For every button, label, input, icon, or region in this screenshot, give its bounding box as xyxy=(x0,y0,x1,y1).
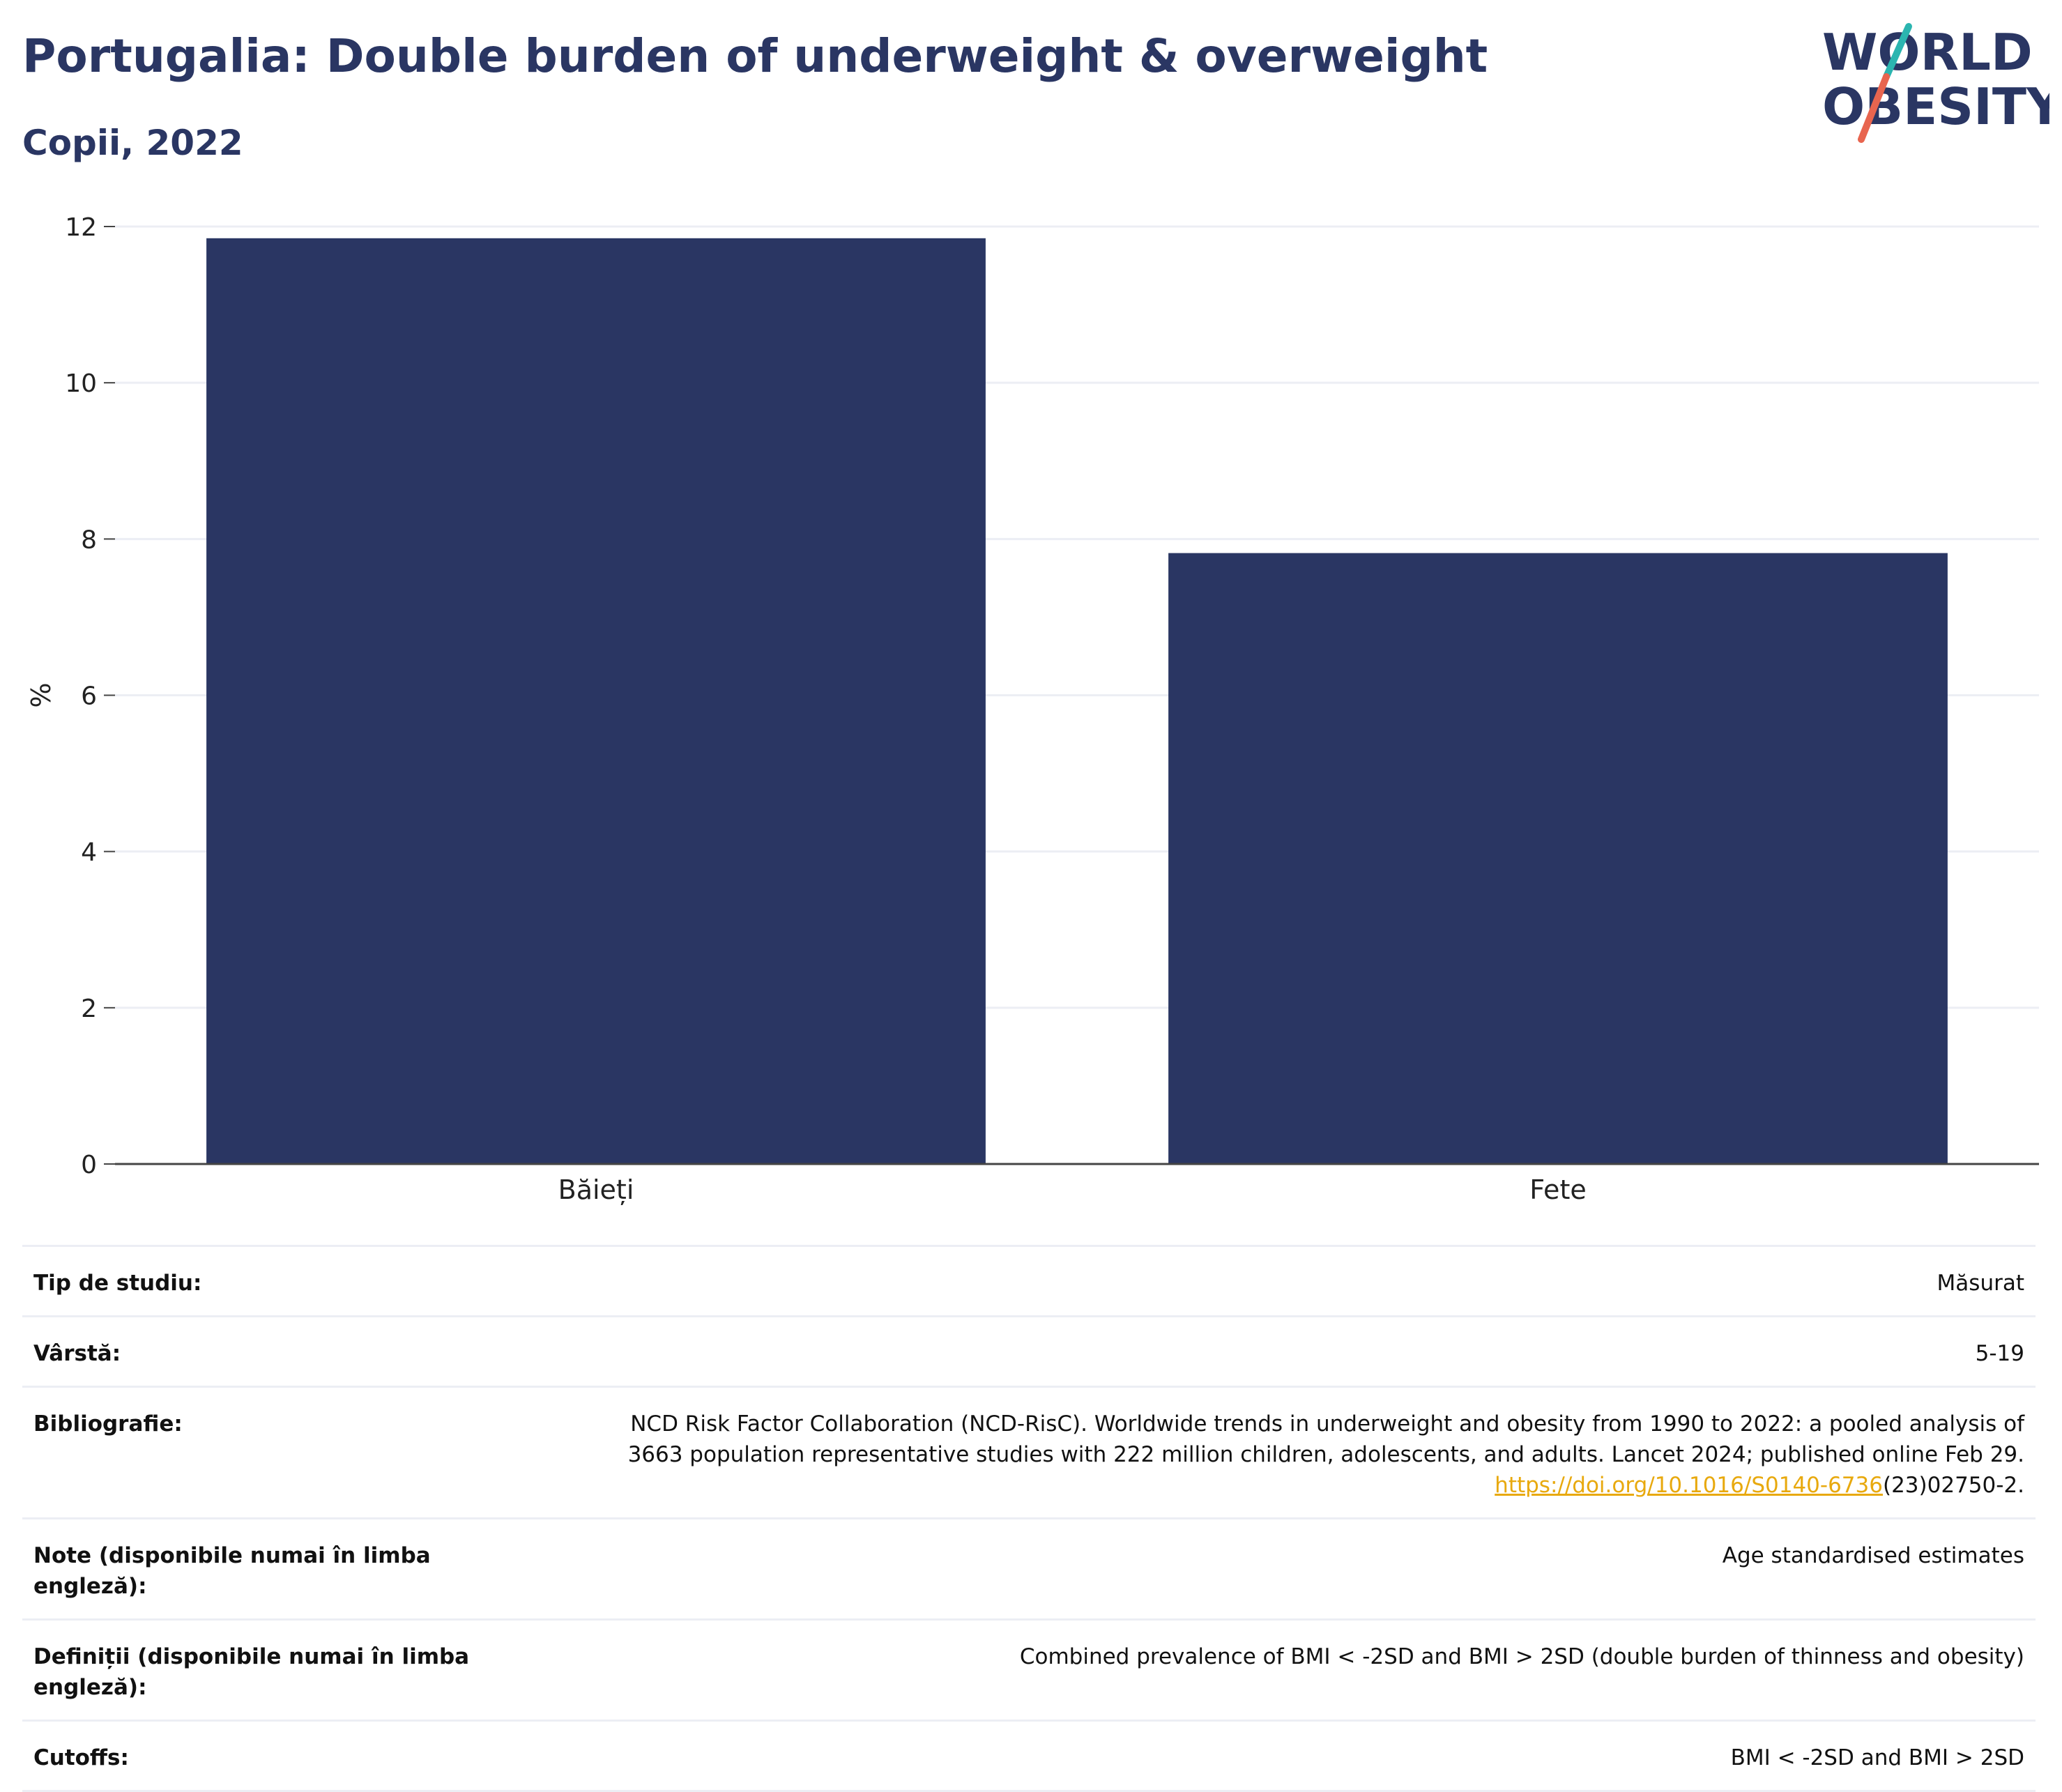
world-obesity-logo: WORLD OBESITY xyxy=(1822,23,2049,143)
bar-chart: 0 2 4 6 8 10 12 Băieți Fete% xyxy=(26,213,2039,1205)
meta-value: NCD Risk Factor Collaboration (NCD-RisC)… xyxy=(521,1409,2024,1501)
bars xyxy=(206,238,1948,1164)
logo-word-world: WORLD xyxy=(1822,23,2033,82)
y-tick-label: 4 xyxy=(81,838,97,867)
definitions-label-line-2: engleză): xyxy=(33,1675,147,1700)
bar xyxy=(206,238,986,1164)
meta-label: Bibliografie: xyxy=(33,1411,183,1437)
y-tick-label: 8 xyxy=(81,526,97,554)
meta-label: Tip de studiu: xyxy=(33,1271,202,1296)
bibliography-line-2: 3663 population representative studies w… xyxy=(627,1442,2024,1467)
definitions-label-line-1: Definiții (disponibile numai în limba xyxy=(33,1644,470,1669)
chart-title: Portugalia: Double burden of underweight… xyxy=(22,29,1488,83)
x-tick-label: Fete xyxy=(1529,1174,1586,1205)
meta-value: BMI < -2SD and BMI > 2SD xyxy=(1730,1745,2024,1770)
logo-slash-bottom xyxy=(1858,73,1890,143)
metadata-table: Tip de studiu: Măsurat Vârstă: 5-19 Bibl… xyxy=(22,1245,2036,1792)
bibliography-line-1: NCD Risk Factor Collaboration (NCD-RisC)… xyxy=(630,1411,2024,1437)
y-tick-label: 0 xyxy=(81,1151,97,1179)
meta-value: Combined prevalence of BMI < -2SD and BM… xyxy=(1019,1644,2024,1669)
meta-label: Cutoffs: xyxy=(33,1745,129,1770)
y-axis-title: % xyxy=(26,682,56,707)
meta-row-notes: Note (disponibile numai în limba engleză… xyxy=(22,1519,2036,1621)
bar xyxy=(1168,553,1948,1164)
y-tick-label: 10 xyxy=(65,369,97,398)
logo-word-obesity: OBESITY xyxy=(1822,77,2049,136)
meta-label: Note (disponibile numai în limba engleză… xyxy=(33,1543,431,1599)
y-tick-label: 2 xyxy=(81,995,97,1023)
meta-row-cutoffs: Cutoffs: BMI < -2SD and BMI > 2SD xyxy=(22,1722,2036,1792)
meta-value: Măsurat xyxy=(1937,1271,2024,1296)
meta-label: Definiții (disponibile numai în limba en… xyxy=(33,1641,521,1703)
bibliography-line-3: https://doi.org/10.1016/S0140-6736(23)02… xyxy=(521,1470,2024,1501)
x-tick-label: Băieți xyxy=(558,1174,634,1205)
meta-row-study-type: Tip de studiu: Măsurat xyxy=(22,1247,2036,1317)
chart-subtitle: Copii, 2022 xyxy=(22,123,243,163)
doi-link[interactable]: https://doi.org/10.1016/S0140-6736 xyxy=(1495,1473,1883,1498)
meta-label: Vârstă: xyxy=(33,1341,121,1366)
doi-suffix: (23)02750-2. xyxy=(1882,1473,2024,1498)
logo-slash-top xyxy=(1883,23,1912,80)
meta-value: Age standardised estimates xyxy=(1722,1543,2024,1568)
y-tick-label: 12 xyxy=(65,213,97,242)
meta-row-bibliography: Bibliografie: NCD Risk Factor Collaborat… xyxy=(22,1388,2036,1519)
meta-row-age: Vârstă: 5-19 xyxy=(22,1317,2036,1388)
y-tick-label: 6 xyxy=(81,682,97,711)
meta-row-definitions: Definiții (disponibile numai în limba en… xyxy=(22,1621,2036,1722)
axes: 0 2 4 6 8 10 12 Băieți Fete% xyxy=(26,213,2039,1205)
meta-value: 5-19 xyxy=(1975,1341,2024,1366)
